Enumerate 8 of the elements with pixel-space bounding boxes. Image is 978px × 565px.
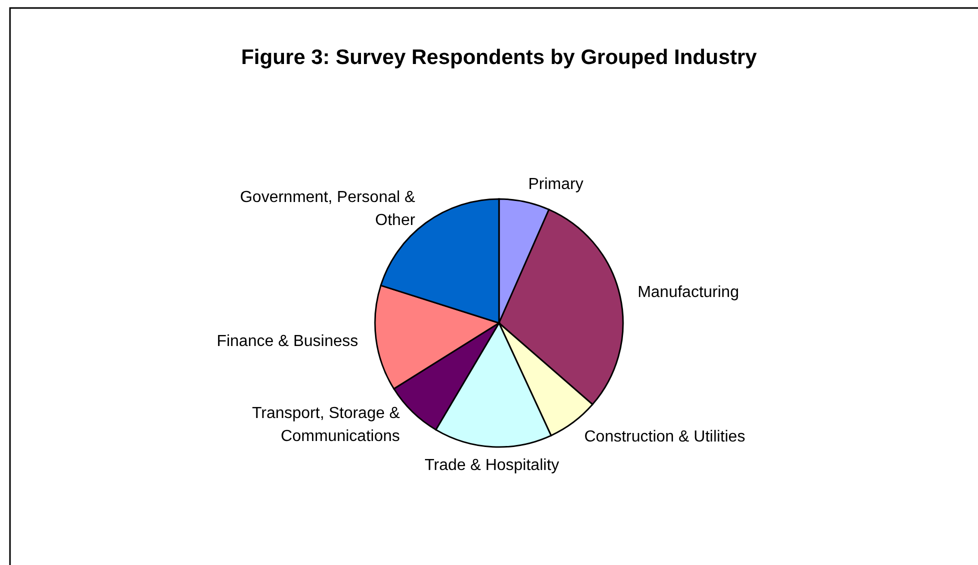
slice-label: Government, Personal & Other: [240, 188, 416, 229]
slice-label: Transport, Storage & Communications: [252, 405, 400, 446]
chart-title: Figure 3: Survey Respondents by Grouped Industry: [241, 46, 758, 69]
slice-label: Manufacturing: [638, 284, 739, 302]
slice-label: Construction & Utilities: [584, 428, 746, 446]
slice-label: Trade & Hospitality: [424, 456, 560, 474]
slice-label: Primary: [528, 176, 584, 194]
slice-label: Finance & Business: [216, 332, 358, 350]
